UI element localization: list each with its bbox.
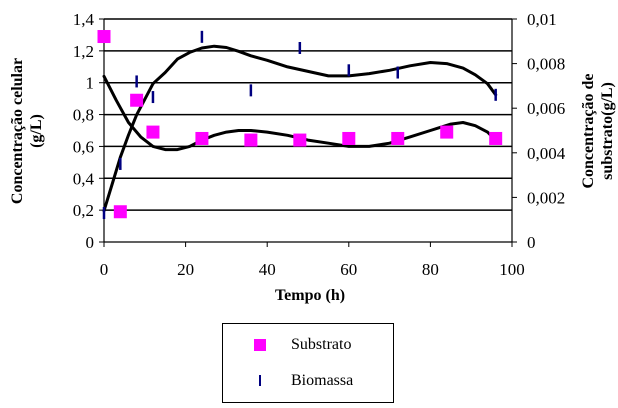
- y-tick-label-left: 0,4: [73, 169, 95, 188]
- y-tick-label-left: 0,2: [73, 201, 94, 220]
- legend-item-biomassa: Biomassa: [223, 370, 393, 400]
- y-axis-title-left: Concentração celular (g/L): [9, 58, 45, 204]
- x-axis-title: Tempo (h): [275, 287, 345, 304]
- x-tick-label: 20: [177, 260, 194, 279]
- tick-labels: 0 0,2 0,4 0,6 0,8 1 1,2 1,4 0 0,002 0,004 0,006 0,00…: [73, 10, 566, 279]
- legend: Substrato Biomassa: [222, 323, 394, 403]
- data-points: [97, 30, 503, 220]
- x-tick-label: 80: [422, 260, 439, 279]
- substrato-point: [130, 93, 144, 107]
- substrato-point: [244, 133, 258, 147]
- fitted-curves: [102, 44, 498, 213]
- substrato-point: [440, 125, 454, 139]
- legend-label-substrato: Substrato: [291, 336, 352, 353]
- y-tick-label-right: 0,008: [527, 55, 565, 74]
- substrato-point: [113, 205, 127, 219]
- y-axis-title-right-line: Concentração de: [580, 73, 597, 188]
- x-tick-label: 0: [100, 260, 109, 279]
- y-tick-label-right: 0: [527, 233, 536, 252]
- y-axis-title-right: Concentração de substrato(g/L): [580, 73, 616, 188]
- y-tick-label-left: 0,6: [73, 137, 94, 156]
- x-tick-label: 40: [259, 260, 276, 279]
- x-tick-label: 60: [340, 260, 357, 279]
- y-tick-label-right: 0,002: [527, 188, 565, 207]
- legend-item-substrato: Substrato: [223, 334, 393, 364]
- x-tick-label: 100: [499, 260, 525, 279]
- legend-label-biomassa: Biomassa: [291, 372, 354, 389]
- substrato-point: [342, 131, 356, 145]
- y-tick-label-right: 0,004: [527, 144, 566, 163]
- y-axis-title-left-line: (g/L): [28, 114, 45, 148]
- plot-area-frame: [103, 19, 513, 243]
- y-tick-label-left: 1,4: [73, 10, 95, 29]
- substrato-point: [391, 131, 405, 145]
- dash-marker-icon: [259, 375, 261, 386]
- y-tick-label-left: 0: [86, 233, 95, 252]
- y-tick-label-right: 0,006: [527, 99, 565, 118]
- substrato-point: [293, 133, 307, 147]
- substrato-point: [97, 30, 111, 44]
- y-tick-label-left: 0,8: [73, 106, 94, 125]
- y-tick-label-right: 0,01: [527, 10, 557, 29]
- substrato-point: [195, 131, 209, 145]
- substrato-point: [146, 125, 160, 139]
- chart-canvas: 0 0,2 0,4 0,6 0,8 1 1,2 1,4 0 0,002 0,004 0,006 0,00…: [9, 10, 616, 304]
- gridlines: [104, 18, 512, 211]
- square-marker-icon: [254, 339, 266, 351]
- y-tick-label-left: 1,2: [73, 42, 94, 61]
- y-tick-label-left: 1: [86, 74, 95, 93]
- y-axis-title-left-line: Concentração celular: [9, 58, 26, 204]
- substrato-point: [489, 131, 503, 145]
- y-axis-title-right-line: substrato(g/L): [599, 82, 616, 180]
